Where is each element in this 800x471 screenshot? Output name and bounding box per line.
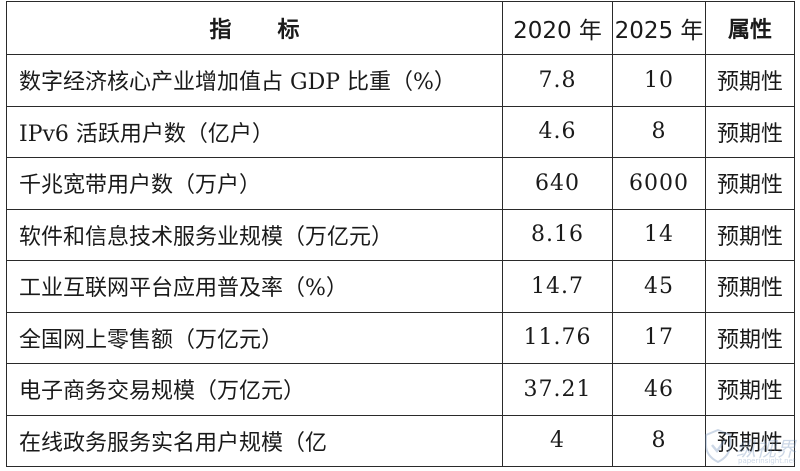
table-row: 工业互联网平台应用普及率（%） 14.7 45 预期性: [6, 260, 795, 313]
table-row: IPv6 活跃用户数（亿户） 4.6 8 预期性: [6, 105, 795, 158]
value-2025: 10: [612, 54, 706, 107]
attribute-value: 预期性: [705, 311, 795, 364]
indicator-name: 数字经济核心产业增加值占 GDP 比重（%）: [6, 54, 503, 107]
value-2020: 14.7: [502, 260, 613, 313]
table-row: 数字经济核心产业增加值占 GDP 比重（%） 7.8 10 预期性: [6, 54, 795, 107]
header-indicator-char2: 标: [277, 18, 300, 43]
indicator-name: IPv6 活跃用户数（亿户）: [6, 105, 503, 158]
value-2025: 14: [612, 208, 706, 261]
table-row: 电子商务交易规模（万亿元） 37.21 46 预期性: [6, 363, 795, 416]
value-2025: 6000: [612, 157, 706, 210]
attribute-value: 预期性: [705, 105, 795, 158]
value-2020: 8.16: [502, 208, 613, 261]
header-2020: 2020 年: [502, 1, 613, 55]
header-attribute: 属性: [705, 1, 795, 55]
header-indicator-char1: 指: [209, 18, 232, 43]
value-2025: 17: [612, 311, 706, 364]
indicator-name: 工业互联网平台应用普及率（%）: [6, 260, 503, 313]
attribute-value: 预期性: [705, 54, 795, 107]
value-2020: 37.21: [502, 363, 613, 416]
attribute-value: 预期性: [705, 363, 795, 416]
indicator-name: 电子商务交易规模（万亿元）: [6, 363, 503, 416]
watermark-url: paperinsight.net: [738, 457, 796, 465]
table-row: 在线政务服务实名用户规模（亿 4 8 预期性: [6, 414, 795, 467]
attribute-value: 预期性: [705, 260, 795, 313]
value-2025: 45: [612, 260, 706, 313]
value-2020: 4.6: [502, 105, 613, 158]
value-2020: 4: [502, 414, 613, 467]
value-2020: 7.8: [502, 54, 613, 107]
watermark-text: 纵视界: [736, 437, 796, 461]
indicator-name: 千兆宽带用户数（万户）: [6, 157, 503, 210]
value-2025: 8: [612, 105, 706, 158]
header-row: 指标 2020 年 2025 年 属性: [6, 1, 795, 55]
header-2025: 2025 年: [612, 1, 706, 55]
value-2020: 640: [502, 157, 613, 210]
indicator-name: 全国网上零售额（万亿元）: [6, 311, 503, 364]
watermark: 纵视界 paperinsight.net: [704, 425, 796, 469]
attribute-value: 预期性: [705, 157, 795, 210]
table-row: 全国网上零售额（万亿元） 11.76 17 预期性: [6, 311, 795, 364]
value-2020: 11.76: [502, 311, 613, 364]
indicator-name: 在线政务服务实名用户规模（亿: [6, 414, 503, 467]
value-2025: 8: [612, 414, 706, 467]
shield-icon: [705, 429, 731, 463]
value-2025: 46: [612, 363, 706, 416]
indicator-name: 软件和信息技术服务业规模（万亿元）: [6, 208, 503, 261]
attribute-value: 预期性: [705, 208, 795, 261]
attribute-value: 预期性: [705, 414, 795, 467]
table-row: 千兆宽带用户数（万户） 640 6000 预期性: [6, 157, 795, 210]
table-row: 软件和信息技术服务业规模（万亿元） 8.16 14 预期性: [6, 208, 795, 261]
indicator-table: 指标 2020 年 2025 年 属性 数字经济核心产业增加值占 GDP 比重（…: [6, 1, 795, 467]
header-indicator: 指标: [6, 1, 503, 55]
